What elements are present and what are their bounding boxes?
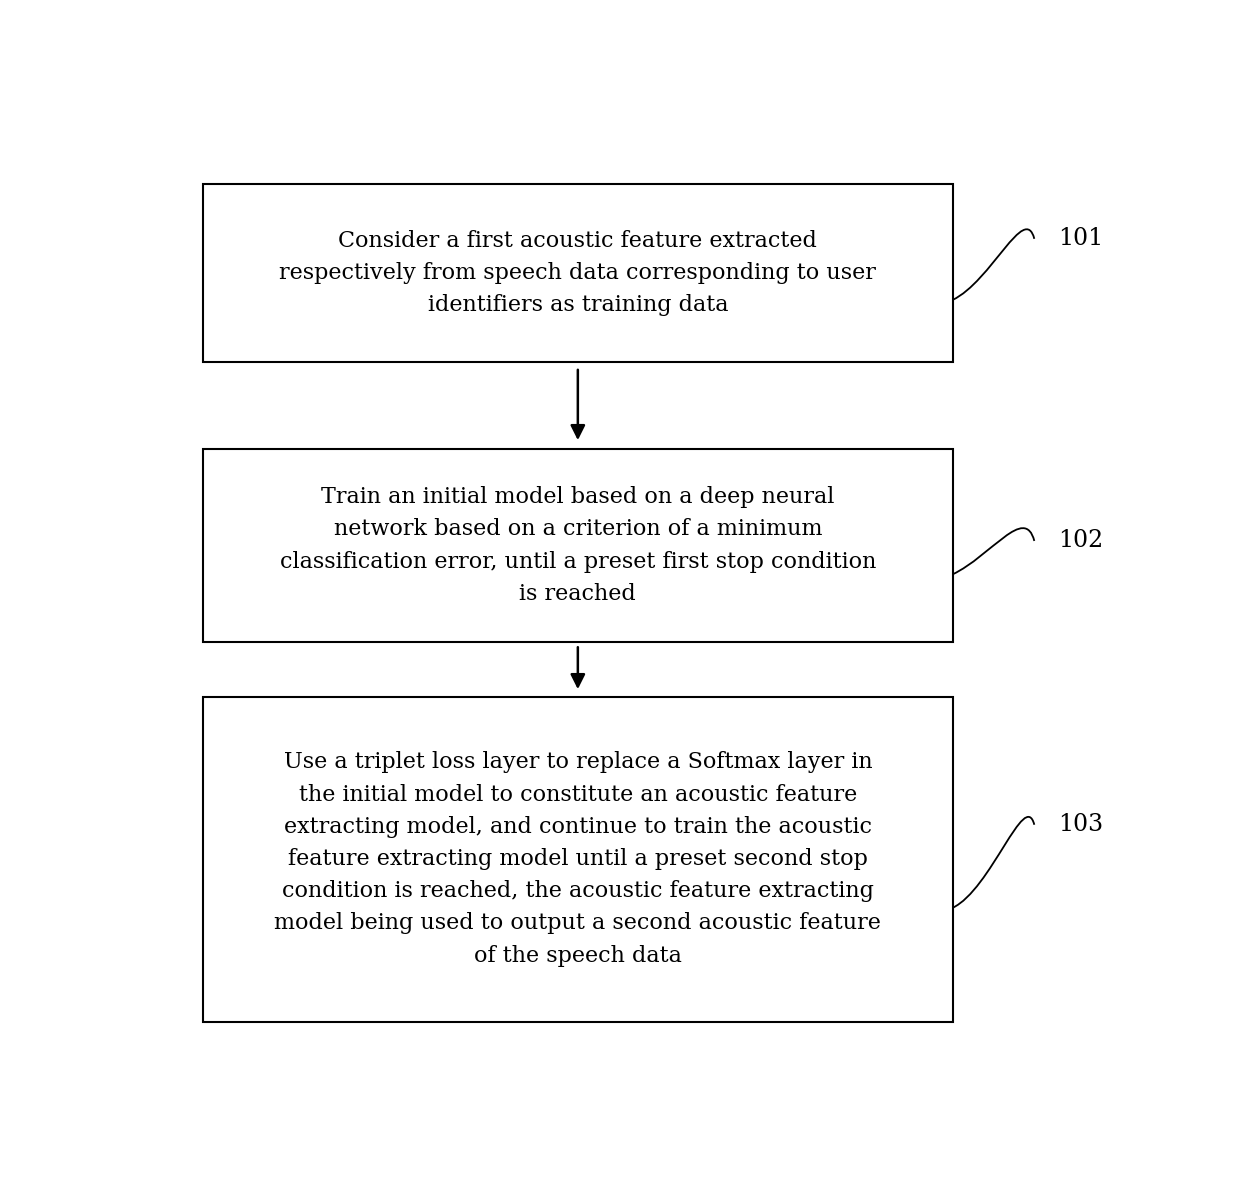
Text: 102: 102	[1059, 529, 1104, 553]
FancyBboxPatch shape	[203, 449, 952, 642]
Text: Consider a first acoustic feature extracted
respectively from speech data corres: Consider a first acoustic feature extrac…	[279, 229, 877, 316]
FancyBboxPatch shape	[203, 184, 952, 363]
Text: Train an initial model based on a deep neural
network based on a criterion of a : Train an initial model based on a deep n…	[280, 486, 875, 605]
Text: 103: 103	[1059, 813, 1104, 836]
Text: Use a triplet loss layer to replace a Softmax layer in
the initial model to cons: Use a triplet loss layer to replace a So…	[274, 751, 882, 967]
FancyBboxPatch shape	[203, 697, 952, 1021]
Text: 101: 101	[1059, 227, 1104, 251]
